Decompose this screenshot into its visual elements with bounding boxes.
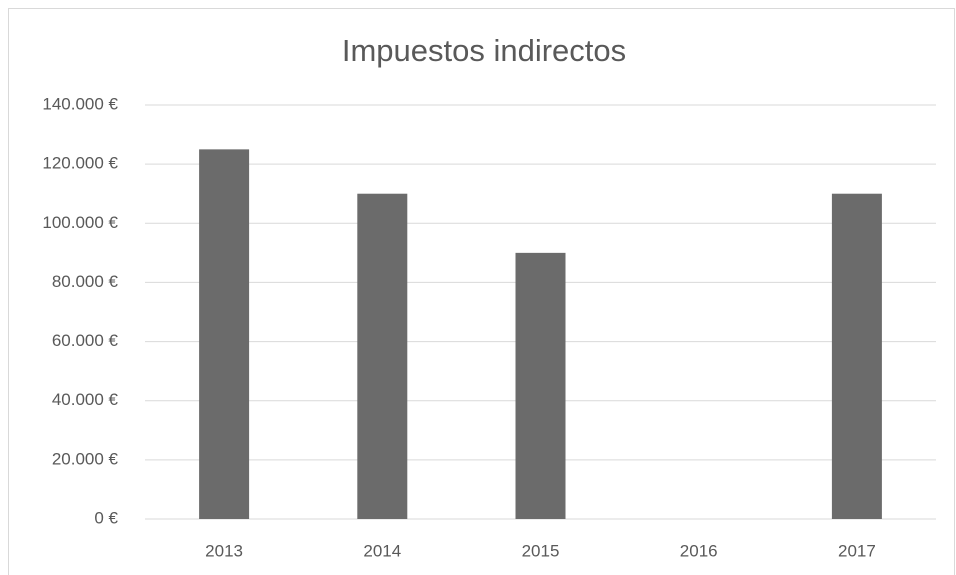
x-tick-label: 2017 [838, 541, 876, 560]
x-tick-label: 2016 [680, 541, 718, 560]
chart-border [8, 8, 955, 575]
y-tick-label: 40.000 € [52, 390, 119, 409]
x-tick-label: 2013 [205, 541, 243, 560]
bar [357, 193, 408, 519]
x-tick-label: 2014 [363, 541, 401, 560]
bar [515, 252, 566, 519]
bar [831, 193, 882, 519]
y-tick-label: 120.000 € [42, 154, 118, 173]
y-tick-label: 100.000 € [42, 213, 118, 232]
y-tick-label: 0 € [94, 508, 118, 527]
y-tick-label: 80.000 € [52, 272, 119, 291]
y-tick-label: 140.000 € [42, 94, 118, 113]
bar [199, 149, 250, 519]
y-tick-label: 60.000 € [52, 331, 119, 350]
x-tick-label: 2015 [522, 541, 560, 560]
chart-title: Impuestos indirectos [342, 33, 626, 68]
y-tick-label: 20.000 € [52, 449, 119, 468]
